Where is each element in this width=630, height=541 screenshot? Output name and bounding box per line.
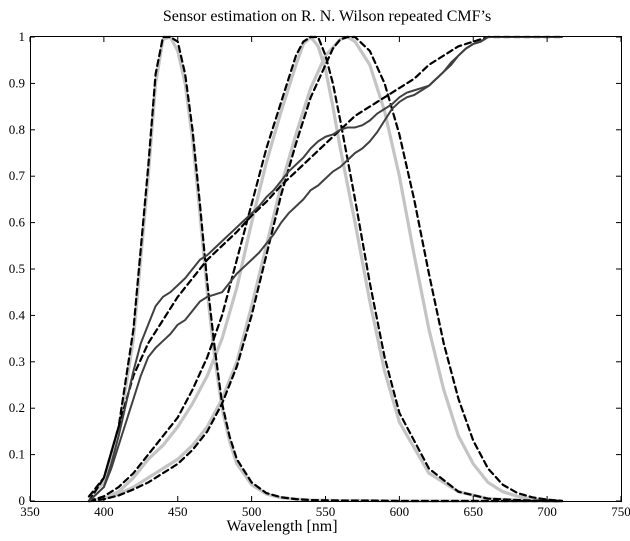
x-axis-label: Wavelength [nm] bbox=[226, 518, 337, 535]
x-axis-ticks: 350 400 450 500 550 600 650 700 750 bbox=[20, 37, 630, 519]
x-tick-label: 350 bbox=[20, 504, 40, 519]
y-tick-label: 0.5 bbox=[9, 261, 25, 276]
y-tick-label: 0.7 bbox=[9, 168, 26, 183]
x-tick-label: 500 bbox=[242, 504, 262, 519]
y-tick-label: 0.9 bbox=[9, 75, 25, 90]
series-measured-line-2 bbox=[87, 35, 564, 503]
series-measured-line-1 bbox=[87, 35, 564, 503]
x-tick-label: 700 bbox=[537, 504, 557, 519]
series-measured-line-3 bbox=[87, 35, 564, 503]
y-tick-label: 0.6 bbox=[9, 215, 26, 230]
x-tick-label: 550 bbox=[316, 504, 336, 519]
y-tick-label: 0.2 bbox=[9, 400, 25, 415]
x-tick-label: 450 bbox=[168, 504, 188, 519]
x-tick-label: 400 bbox=[94, 504, 114, 519]
chart-title: Sensor estimation on R. N. Wilson repeat… bbox=[163, 8, 491, 25]
series-estimated-line-6 bbox=[88, 35, 563, 503]
x-tick-label: 600 bbox=[390, 504, 410, 519]
series-estimated-line-7 bbox=[88, 35, 563, 503]
y-tick-label: 0.4 bbox=[9, 307, 26, 322]
y-tick-label: 0.8 bbox=[9, 122, 25, 137]
series-cumulative-line-8 bbox=[88, 36, 563, 502]
series-estimated-line-4 bbox=[88, 35, 563, 503]
series-estimated-line-5 bbox=[88, 35, 563, 503]
y-axis-ticks: 0 0.1 0.2 0.3 0.4 0.5 0.6 0.7 0.8 0.9 1 bbox=[9, 29, 621, 508]
plot-area bbox=[87, 35, 564, 503]
y-tick-label: 1 bbox=[19, 29, 26, 44]
y-tick-label: 0 bbox=[19, 493, 26, 508]
y-tick-label: 0.3 bbox=[9, 354, 25, 369]
series-cumulative-line-9 bbox=[88, 36, 563, 502]
y-tick-label: 0.1 bbox=[9, 447, 25, 462]
x-tick-label: 650 bbox=[464, 504, 484, 519]
x-tick-label: 750 bbox=[611, 504, 630, 519]
